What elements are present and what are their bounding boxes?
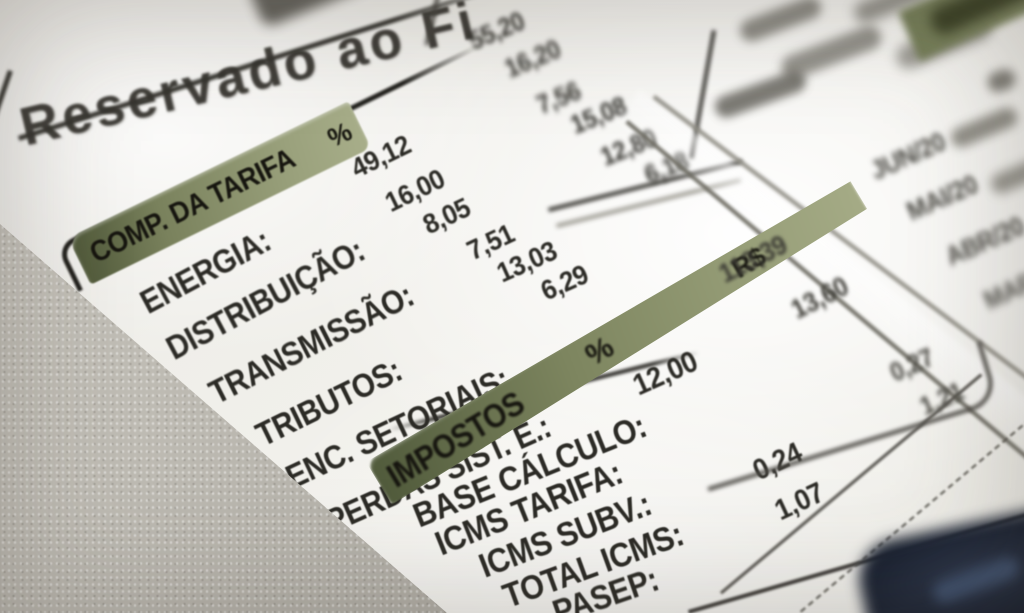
blurred-text-smudge <box>948 104 1021 151</box>
blurred-text-smudge <box>737 0 825 45</box>
blurred-text-smudge <box>988 150 1024 197</box>
blurred-text-smudge <box>778 22 885 83</box>
history-month: MAI/20 <box>902 168 983 227</box>
history-month: ABR/20 <box>941 210 1024 272</box>
history-month: JUN/20 <box>866 126 950 186</box>
tariff-percent-header: % <box>322 116 357 153</box>
tax-row-percent: 1,07 <box>770 476 829 528</box>
blurred-text-smudge <box>926 0 1024 38</box>
history-month: MAR/20 <box>979 253 1024 316</box>
tax-row-percent: 12,00 <box>628 344 703 403</box>
blurred-text-smudge <box>985 66 1019 95</box>
tax-percent-header: % <box>579 330 620 373</box>
right-box-corner-border <box>690 341 1000 492</box>
reserved-box-left-border <box>0 70 13 140</box>
adjacent-section-header-bar <box>898 0 1024 62</box>
